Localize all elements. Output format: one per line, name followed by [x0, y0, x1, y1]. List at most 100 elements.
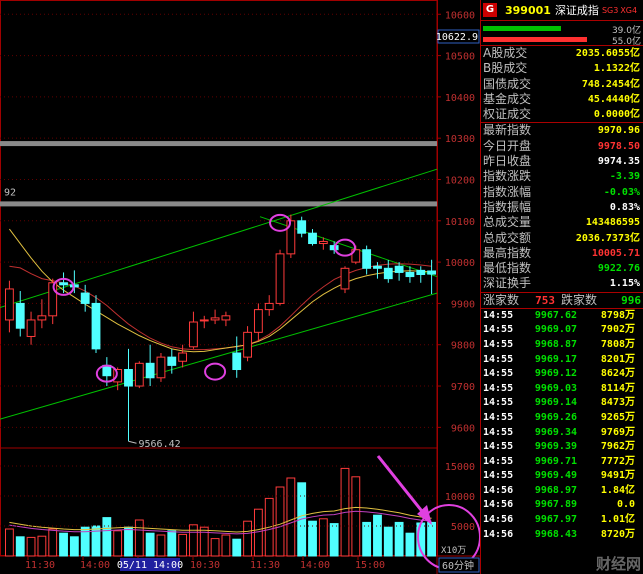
trade-ticks[interactable]: 14:55 9967.62 8798万 14:55 9969.07 7902万 14:55 9… [481, 309, 643, 543]
volume-bar [124, 526, 133, 557]
fund-flow-bars: 39.0亿 55.0亿 [481, 21, 643, 47]
candle-body [286, 220, 296, 255]
trade-row[interactable]: 14:55 9968.87 7808万 [481, 338, 643, 353]
stat-row: B股成交 1.1322亿 [481, 61, 643, 76]
trade-row[interactable]: 14:55 9969.17 8201万 [481, 353, 643, 368]
trade-volume: 8473万 [600, 397, 635, 409]
trade-time: 14:55 [483, 441, 514, 453]
price-tick-label: 9600 [451, 423, 475, 434]
kline-chart[interactable]: 10600 10500 10400 10300 10200 10100 10000 9900 9… [0, 0, 480, 574]
volume-bar [243, 520, 252, 557]
tag-sg3: SG3 [601, 5, 619, 15]
trade-price: 9967.97 [534, 514, 577, 526]
trade-row[interactable]: 14:55 9969.39 7962万 [481, 440, 643, 455]
trade-price: 9969.17 [534, 353, 577, 365]
price-tick-label: 9900 [451, 299, 475, 310]
stat-label: 今日开盘 [483, 138, 532, 153]
time-label: 10:30 [190, 560, 220, 571]
volume-bar [275, 486, 285, 557]
chart-canvas[interactable]: 10600 10500 10400 10300 10200 10100 10000 9900 9… [0, 0, 480, 574]
trade-volume: 8624万 [600, 368, 635, 380]
stat-row: 总成交量 143486595 [481, 215, 643, 230]
stat-row: 最低指数 9922.76 [481, 261, 643, 276]
channel-lower-line [0, 292, 438, 420]
trade-row[interactable]: 14:55 9969.34 9769万 [481, 426, 643, 441]
trade-time: 14:55 [483, 470, 514, 482]
volume-bar [178, 533, 188, 557]
stat-value: 0.0000亿 [593, 109, 640, 121]
trade-volume: 9265万 [600, 411, 635, 423]
volume-bar [156, 534, 166, 557]
trade-row[interactable]: 14:56 9967.97 1.01亿 [481, 513, 643, 528]
trade-row[interactable]: 14:55 9969.12 8624万 [481, 367, 643, 382]
trade-price: 9969.14 [534, 397, 577, 409]
trade-row[interactable]: 14:55 9969.03 8114万 [481, 382, 643, 397]
trade-volume: 7772万 [600, 455, 635, 467]
stat-row: 昨日收盘 9974.35 [481, 154, 643, 169]
flow-bar-1: 55.0亿 [481, 34, 643, 47]
candle-body [318, 240, 328, 245]
candle-body [156, 356, 166, 379]
chart-frame [0, 0, 438, 556]
trade-row[interactable]: 14:55 9969.07 7902万 [481, 323, 643, 338]
volume-bar [210, 538, 220, 557]
volume-bar [286, 477, 296, 557]
trade-price: 9969.07 [534, 324, 577, 336]
stat-row: A股成交 2035.6055亿 [481, 46, 643, 61]
trade-price: 9969.26 [534, 411, 577, 423]
stat-label: 基金成交 [483, 91, 532, 106]
candle-body [351, 249, 361, 263]
stat-value: 748.2454亿 [581, 78, 640, 90]
down-count: 996 [621, 293, 641, 307]
stat-row: 指数振幅 0.83% [481, 200, 643, 215]
volume-bar [91, 525, 101, 557]
candle-body [199, 319, 209, 322]
stat-value: 143486595 [585, 217, 640, 229]
volume-bar [80, 526, 90, 557]
up-count-label: 涨家数 [483, 292, 520, 307]
trade-row[interactable]: 14:55 9969.14 8473万 [481, 396, 643, 411]
index-stats: 最新指数 9970.96 今日开盘 9978.50 昨日收盘 9974.35 指数涨跌 -3.… [481, 123, 643, 291]
candle-body [48, 282, 58, 317]
volume-bar [69, 536, 79, 557]
ma-red-line [9, 263, 432, 351]
quote-header: G 399001 深证成指 SG3 XG4 [481, 0, 643, 20]
candle-body [221, 315, 231, 321]
volume-unit-label: X10万 [441, 546, 466, 556]
trade-row[interactable]: 14:55 9969.71 7772万 [481, 455, 643, 470]
ma-yellow-line [9, 228, 432, 353]
candle-body [210, 317, 220, 321]
volume-bar [329, 523, 339, 557]
volume-bar [383, 526, 393, 557]
trade-row[interactable]: 14:56 9967.89 0.0 [481, 498, 643, 513]
volume-bar [199, 526, 209, 557]
stat-value: 10005.71 [591, 247, 640, 259]
stock-badge[interactable]: G [483, 3, 497, 17]
low-price-label: 9566.42 [138, 439, 180, 450]
trade-price: 9969.39 [534, 441, 577, 453]
candle-body [373, 265, 382, 269]
volume-bar [167, 530, 177, 557]
volume-bar [373, 514, 382, 557]
stat-label: 指数涨跌 [483, 169, 532, 184]
stat-value: 9970.96 [597, 125, 640, 137]
candle-body [189, 321, 198, 348]
price-tick-label: 9700 [451, 382, 475, 393]
stat-label: 指数振幅 [483, 199, 532, 214]
stat-value: 1.1322亿 [593, 63, 640, 75]
trade-row[interactable]: 14:55 9969.26 9265万 [481, 411, 643, 426]
price-tick-label: 10400 [445, 93, 475, 104]
stat-row: 指数涨跌 -3.39 [481, 169, 643, 184]
trade-price: 9968.97 [534, 484, 577, 496]
trade-row[interactable]: 14:56 9968.43 8720万 [481, 528, 643, 543]
flow-bar-fill [483, 37, 587, 42]
trade-volume: 7808万 [600, 338, 635, 350]
period-box[interactable] [438, 557, 480, 573]
candle-body [264, 302, 274, 311]
volume-tick-label: 15000 [445, 462, 475, 473]
stock-code: 399001 [505, 3, 551, 17]
trade-row[interactable]: 14:55 9967.62 8798万 [481, 309, 643, 324]
trade-row[interactable]: 14:56 9968.97 1.84亿 [481, 484, 643, 499]
time-label: 05/11 14:00 [117, 560, 183, 571]
trade-row[interactable]: 14:55 9969.49 9491万 [481, 469, 643, 484]
